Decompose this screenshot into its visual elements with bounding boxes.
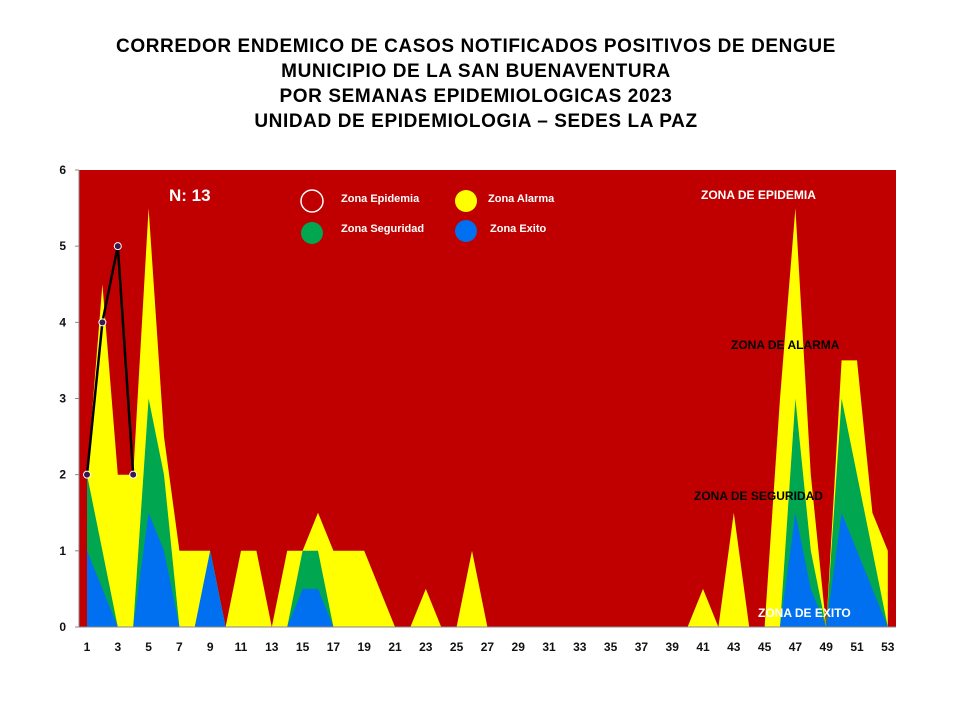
y-tick-label: 1 [59,544,66,558]
x-tick-label: 5 [145,640,152,654]
x-tick-label: 31 [542,640,556,654]
x-tick-label: 45 [758,640,772,654]
x-tick-label: 9 [207,640,214,654]
y-tick-label: 6 [59,163,66,177]
legend-item-exito: Zona Exito [455,220,547,242]
x-tick-label: 53 [881,640,895,654]
x-tick-label: 23 [419,640,433,654]
legend-label-alarma: Zona Alarma [488,193,555,205]
legend-swatch-seguridad [301,222,323,244]
y-tick-label: 3 [59,392,66,406]
x-tick-label: 33 [573,640,587,654]
x-tick-label: 27 [481,640,495,654]
legend-swatch-alarma [455,190,477,212]
legend-item-alarma: Zona Alarma [455,190,555,212]
x-tick-label: 41 [696,640,710,654]
cases-point [129,470,138,479]
x-tick-label: 51 [850,640,864,654]
x-tick-label: 1 [84,640,91,654]
x-tick-label: 29 [512,640,526,654]
x-tick-label: 7 [176,640,183,654]
title-line-3: POR SEMANAS EPIDEMIOLOGICAS 2023 [279,86,673,107]
x-tick-label: 19 [358,640,372,654]
chart-title: CORREDOR ENDEMICO DE CASOS NOTIFICADOS P… [0,34,952,134]
x-tick-label: 11 [235,640,248,654]
legend-label-seguridad: Zona Seguridad [341,223,424,235]
x-tick-label: 37 [635,640,649,654]
zone-label-epidemia: ZONA DE EPIDEMIA [701,188,816,202]
x-tick-label: 47 [789,640,803,654]
area-zona-exito [87,512,888,627]
legend-item-seguridad: Zona Seguridad [301,222,424,244]
cases-point [113,242,122,251]
cases-line [85,245,135,475]
x-tick-label: 17 [327,640,341,654]
x-tick-label: 35 [604,640,618,654]
cases-point [83,470,91,479]
annotation-n: N: 13 [169,186,211,205]
title-line-2: MUNICIPIO DE LA SAN BUENAVENTURA [281,61,671,82]
zone-label-alarma: ZONA DE ALARMA [731,338,840,352]
legend-swatch-epidemia [300,189,324,213]
cases-point [98,318,107,327]
title-line-4: UNIDAD DE EPIDEMIOLOGIA – SEDES LA PAZ [254,111,698,132]
y-tick-label: 0 [59,620,66,634]
legend-label-epidemia: Zona Epidemia [341,193,420,205]
x-tick-label: 13 [265,640,279,654]
x-tick-label: 15 [296,640,310,654]
y-tick-label: 2 [59,468,66,482]
x-tick-label: 3 [114,640,121,654]
legend-item-epidemia: Zona Epidemia [300,189,420,213]
y-tick-label: 5 [59,239,66,253]
zone-label-seguridad: ZONA DE SEGURIDAD [694,489,823,503]
x-tick-label: 39 [666,640,680,654]
x-tick-label: 43 [727,640,741,654]
legend: Zona Epidemia Zona Alarma Zona Seguridad… [300,189,555,244]
y-tick-label: 4 [59,315,66,329]
zone-label-exito: ZONA DE EXITO [758,606,851,620]
zona-epidemia-area [79,170,896,627]
title-line-1: CORREDOR ENDEMICO DE CASOS NOTIFICADOS P… [116,36,836,57]
legend-label-exito: Zona Exito [490,223,547,235]
x-tick-label: 49 [820,640,834,654]
x-tick-label: 25 [450,640,464,654]
x-tick-label: 21 [388,640,402,654]
legend-swatch-exito [455,220,477,242]
